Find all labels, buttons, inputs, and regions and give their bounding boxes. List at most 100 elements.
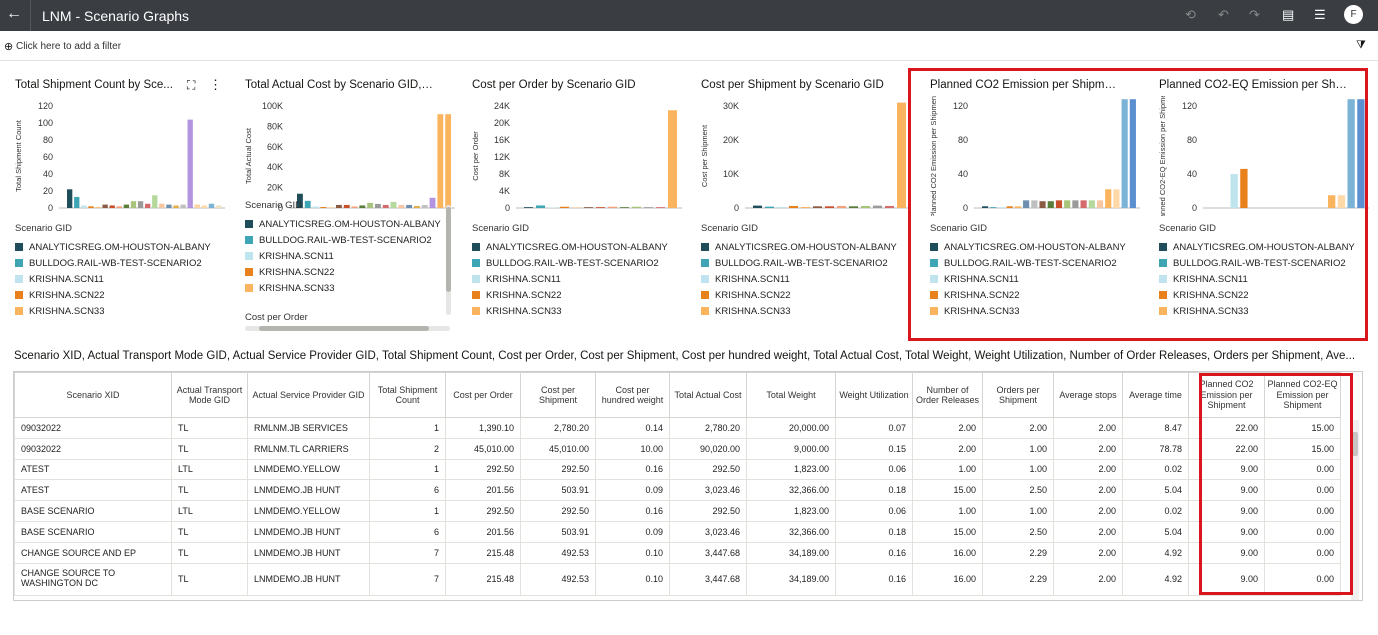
bar[interactable] [1014,206,1021,208]
table-row[interactable]: CHANGE SOURCE AND EP TL LNMDEMO.JB HUNT 7 21… [14,541,1341,564]
bar[interactable] [304,200,311,208]
legend-item[interactable]: ANALYTICSREG.OM-HOUSTON-ALBANY [930,239,1155,255]
bar[interactable] [421,204,428,208]
bar[interactable] [1031,200,1038,208]
add-filter-icon[interactable]: ⊕ [4,41,14,53]
legend-v-scrollbar[interactable] [446,205,451,315]
bar[interactable] [351,206,358,208]
legend-item[interactable]: ANALYTICSREG.OM-HOUSTON-ALBANY [245,216,470,232]
legend-item[interactable]: KRISHNA.SCN22 [472,287,697,303]
bar[interactable] [1337,195,1346,208]
comments-icon[interactable]: ☰ [1314,7,1326,22]
table-row[interactable]: BASE SCENARIO TL LNMDEMO.JB HUNT 6 201.56 503… [14,520,1341,543]
legend-item[interactable]: KRISHNA.SCN11 [701,271,926,287]
bar[interactable] [837,205,846,208]
legend-item[interactable]: KRISHNA.SCN22 [701,287,926,303]
bar[interactable] [524,207,533,208]
bar[interactable] [320,206,327,208]
bar[interactable] [1080,200,1087,208]
bar[interactable] [656,207,665,208]
bar[interactable] [1047,201,1054,208]
bar[interactable] [406,204,413,208]
column-header[interactable]: Number of Order Releases [912,372,983,418]
legend-item[interactable]: KRISHNA.SCN22 [15,287,240,303]
bar[interactable] [359,205,366,208]
bar[interactable] [1357,99,1365,208]
column-header[interactable]: Weight Utilization [835,372,913,418]
bar[interactable] [102,204,108,208]
legend-item[interactable]: BULLDOG.RAIL-WB-TEST-SCENARIO2 [930,255,1155,271]
bar[interactable] [312,206,319,208]
bar[interactable] [849,206,858,208]
legend-item[interactable]: ANALYTICSREG.OM-HOUSTON-ALBANY [701,239,926,255]
bar[interactable] [88,206,94,208]
legend-item[interactable]: KRISHNA.SCN33 [15,303,240,319]
bar[interactable] [1347,99,1355,208]
bar[interactable] [1072,200,1079,208]
legend-item[interactable]: ANALYTICSREG.OM-HOUSTON-ALBANY [15,239,240,255]
legend-item[interactable]: KRISHNA.SCN22 [245,264,470,280]
bar[interactable] [789,205,798,208]
bar[interactable] [1088,200,1095,208]
expand-icon[interactable]: ⛶ [187,78,196,92]
bar[interactable] [777,206,786,208]
bar[interactable] [861,205,870,208]
bar[interactable] [801,206,810,208]
filter-icon[interactable]: ⧩ [1356,39,1366,51]
column-header[interactable]: Cost per Shipment [520,372,596,418]
bar[interactable] [990,207,997,208]
bar[interactable] [1240,168,1248,208]
table-row[interactable]: ATEST LTL LNMDEMO.YELLOW 1 292.50 292.50 0.16 2… [14,458,1341,481]
bar[interactable] [367,202,374,208]
bar[interactable] [445,114,452,208]
add-filter-input[interactable]: Click here to add a filter [16,41,122,52]
bar[interactable] [375,203,381,208]
bar[interactable] [1113,189,1120,208]
legend-item[interactable]: KRISHNA.SCN33 [472,303,697,319]
bar[interactable] [74,196,80,208]
undo-icon[interactable]: ↶ [1218,7,1229,22]
column-header[interactable]: Average stops [1053,372,1123,418]
column-header[interactable]: Planned CO2-EQ Emission per Shipment [1264,372,1341,418]
bar[interactable] [194,204,200,208]
table-row[interactable]: CHANGE SOURCE TO WASHINGTON DC TL LNMDEMO.… [14,562,1341,596]
bar[interactable] [608,206,617,208]
legend-item[interactable]: KRISHNA.SCN22 [930,287,1155,303]
column-header[interactable]: Cost per hundred weight [595,372,670,418]
bar[interactable] [1064,200,1071,208]
legend-item[interactable]: KRISHNA.SCN33 [1159,303,1378,319]
bar[interactable] [1129,99,1136,208]
legend-item[interactable]: KRISHNA.SCN33 [245,280,470,296]
bar[interactable] [95,207,101,208]
avatar[interactable]: F [1344,5,1363,24]
bar[interactable] [187,119,193,208]
legend-item[interactable]: BULLDOG.RAIL-WB-TEST-SCENARIO2 [472,255,697,271]
bar[interactable] [180,204,186,208]
legend-item[interactable]: BULLDOG.RAIL-WB-TEST-SCENARIO2 [245,232,470,248]
bar[interactable] [166,204,172,208]
bar[interactable] [632,206,641,208]
bar[interactable] [873,205,882,208]
bar[interactable] [145,203,151,208]
bar[interactable] [201,205,208,208]
bar[interactable] [813,206,822,208]
bar[interactable] [123,204,130,208]
bar[interactable] [644,207,653,208]
bar[interactable] [982,206,989,208]
bar[interactable] [596,207,605,208]
table-scrollbar[interactable] [1351,420,1359,600]
bar[interactable] [414,205,420,208]
table-row[interactable]: 09032022 TL RMLNM.JB SERVICES 1 1,390.10 2,78… [14,417,1341,439]
history-icon[interactable]: ⟲ [1185,7,1196,22]
bar[interactable] [885,205,894,208]
bar[interactable] [130,201,137,208]
bar[interactable] [753,205,762,208]
column-header[interactable]: Scenario XID [14,372,172,418]
bar[interactable] [152,195,158,208]
column-header[interactable]: Total Actual Cost [669,372,747,418]
bar[interactable] [215,205,222,208]
bar[interactable] [584,207,593,208]
legend-item[interactable]: KRISHNA.SCN11 [930,271,1155,287]
scrollbar-thumb[interactable] [1352,432,1358,456]
bar[interactable] [1230,174,1238,208]
